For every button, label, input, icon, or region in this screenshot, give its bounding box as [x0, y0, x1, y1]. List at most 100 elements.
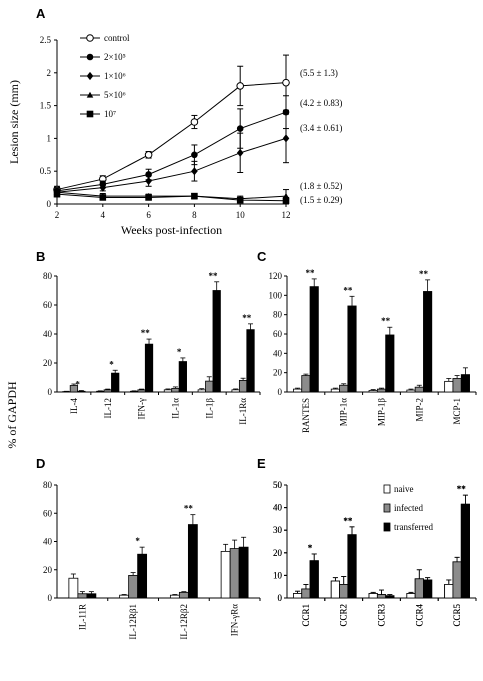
legend-label: 5×10⁶ — [104, 90, 126, 100]
legend-label: 1×10⁶ — [104, 71, 126, 81]
bar-transferred — [347, 534, 357, 599]
y-tick-label: 40 — [43, 537, 53, 547]
category-label: IL-12 — [103, 398, 113, 419]
category-label: IL-12Rβ2 — [179, 604, 189, 640]
y-tick-label: 0 — [278, 593, 283, 603]
y-tick-label: 20 — [273, 548, 283, 558]
bar-infected — [128, 575, 139, 599]
category-group — [444, 367, 470, 393]
bar-naive — [231, 389, 240, 393]
data-point — [191, 151, 198, 159]
y-tick-label: 100 — [269, 290, 283, 300]
category-label: CCR5 — [452, 604, 462, 627]
bar-transferred — [460, 503, 470, 599]
legend-entry: 2×10⁵ — [80, 52, 126, 62]
category-label: CCR4 — [414, 604, 424, 627]
category-label: IL-12Rβ1 — [128, 604, 138, 640]
category-group — [68, 573, 97, 599]
legend-marker — [86, 71, 94, 81]
y-tick-label: 40 — [273, 348, 283, 358]
bar-naive — [169, 594, 180, 599]
bar-infected — [376, 388, 387, 393]
bar-naive — [444, 584, 454, 599]
significance-marker: ** — [242, 313, 252, 323]
bar-naive — [119, 594, 130, 599]
y-tick-label: 80 — [43, 480, 53, 490]
panel-letter-b: B — [36, 249, 45, 264]
legend-label-infected: infected — [394, 503, 423, 513]
y-tick-label: 2.5 — [40, 35, 52, 45]
bar-transferred — [187, 524, 198, 599]
category-group — [197, 281, 221, 393]
significance-marker: * — [109, 359, 114, 369]
bar-infected — [339, 584, 349, 599]
category-group — [169, 514, 198, 599]
y-axis-title: Lesion size (mm) — [7, 80, 21, 164]
category-group — [119, 546, 148, 599]
series-line — [56, 82, 287, 191]
category-group — [163, 357, 187, 393]
y-tick-label: 20 — [273, 368, 283, 378]
series-end-label: (1.8 ± 0.52) — [300, 181, 342, 191]
significance-marker: * — [75, 380, 80, 390]
panel-b-bar-chart: B 0 20 40 60 80 * IL-4 * IL-12 ** IFN-γ * IL-1α ** IL-1… — [36, 249, 261, 425]
series-end-label: (5.5 ± 1.3) — [300, 68, 338, 78]
category-group — [406, 279, 433, 393]
category-label: IL-11R — [77, 604, 87, 630]
category-label: RANTES — [301, 398, 311, 433]
significance-marker: * — [135, 536, 140, 546]
bar-infected — [452, 561, 462, 599]
data-point — [145, 194, 152, 201]
bar-infected — [414, 578, 424, 599]
category-group — [62, 383, 86, 393]
y-tick-label: 10 — [273, 570, 283, 580]
category-group — [444, 494, 470, 599]
legend: naive infected transferred — [383, 484, 433, 532]
bar-infected — [301, 375, 311, 393]
significance-marker: * — [308, 543, 313, 553]
series-line — [56, 193, 287, 202]
x-axis-title: Weeks post-infection — [121, 223, 222, 237]
y-tick-label: 0.5 — [40, 166, 52, 176]
significance-marker: ** — [419, 269, 429, 279]
bar-transferred — [347, 305, 357, 393]
bar-infected — [171, 387, 180, 393]
y-tick-label: 0 — [48, 387, 53, 397]
legend-label-transferred: transferred — [394, 522, 433, 532]
bar-naive — [293, 388, 303, 393]
panel-e-bar-chart: E01020304050*CCR1**CCR2CCR3CCR4**CCR5E01… — [257, 456, 477, 627]
category-label: IFN-γRα — [230, 604, 240, 636]
data-point — [190, 118, 199, 126]
legend-marker — [86, 53, 94, 61]
bar-transferred — [385, 334, 395, 393]
series-end-label: (3.4 ± 0.61) — [300, 123, 342, 133]
significance-marker: ** — [343, 516, 353, 526]
significance-marker: ** — [141, 328, 151, 338]
x-tick-label: 2 — [55, 210, 60, 220]
data-point — [144, 151, 153, 159]
y-tick-label: 30 — [273, 525, 283, 535]
bar-infected — [339, 384, 349, 393]
category-group — [330, 526, 357, 599]
significance-marker: ** — [457, 484, 467, 494]
bar-infected — [452, 378, 462, 393]
y-tick-label: 50 — [273, 480, 283, 490]
y-tick-label: 0 — [47, 199, 52, 209]
bar-transferred — [111, 372, 120, 393]
category-label: IL-4 — [69, 398, 79, 414]
bar-naive — [406, 593, 416, 599]
bar-transferred — [246, 329, 255, 393]
category-label: IL-1β — [204, 398, 214, 419]
category-group — [368, 326, 395, 393]
bar-transferred — [86, 593, 97, 599]
y-tick-label: 10 — [273, 570, 283, 580]
bar-infected — [103, 389, 112, 393]
category-label: CCR1 — [301, 604, 311, 627]
bar-naive — [330, 388, 340, 393]
bar-transferred — [309, 286, 319, 393]
y-tick-label: 60 — [43, 508, 53, 518]
significance-marker: ** — [343, 516, 353, 526]
category-label: CCR2 — [339, 604, 349, 627]
significance-marker: ** — [184, 504, 194, 514]
